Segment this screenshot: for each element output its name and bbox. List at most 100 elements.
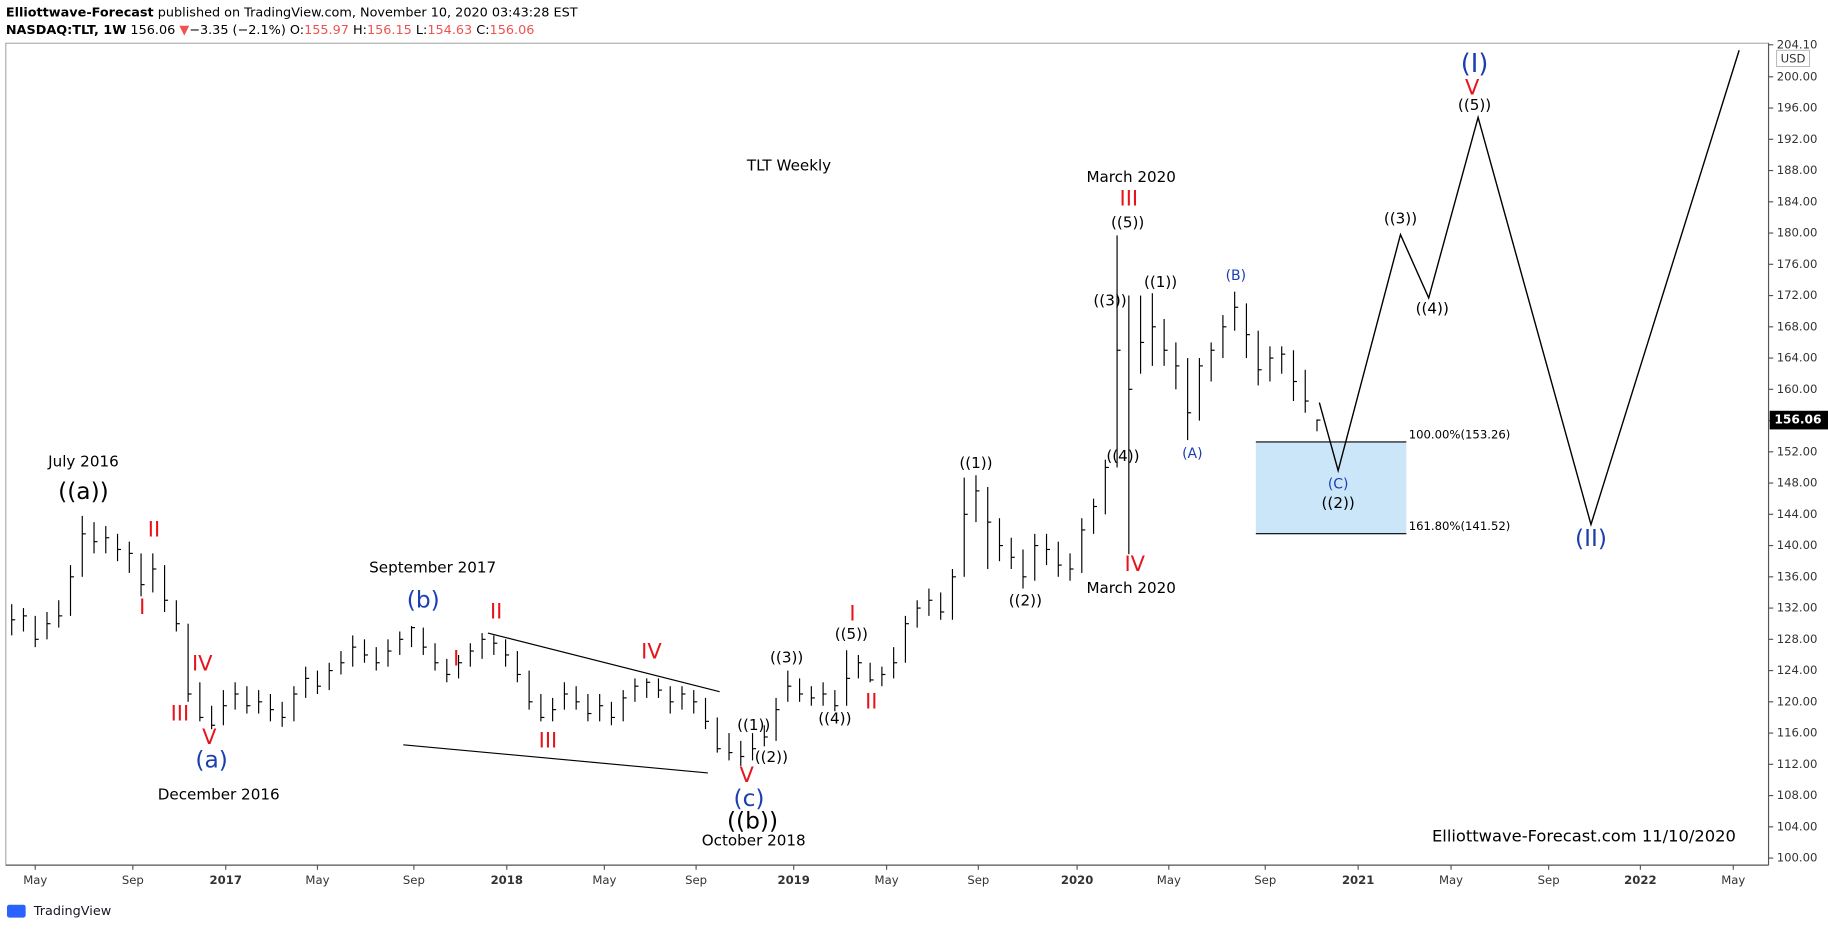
wave-label: (c) (734, 785, 765, 812)
wave-label: ((4)) (1416, 299, 1449, 317)
y-tick-label: 172.00 (1777, 288, 1818, 302)
wave-label: ((2)) (1009, 592, 1042, 610)
x-tick-label: May (1439, 873, 1463, 887)
wave-label: II (148, 518, 160, 542)
y-tick-label: 108.00 (1777, 788, 1818, 802)
wave-label: (I) (1461, 49, 1489, 79)
publisher: Elliottwave-Forecast (6, 5, 154, 20)
x-tick-label: 2020 (1061, 873, 1093, 887)
y-tick-label: 160.00 (1777, 382, 1818, 396)
trendline (403, 744, 708, 774)
currency: USD (1781, 51, 1806, 65)
y-tick-label: 124.00 (1777, 663, 1818, 677)
y-tick-label: 120.00 (1777, 694, 1818, 708)
x-tick-label: Sep (967, 873, 989, 887)
y-tick-label: 204.10 (1777, 37, 1818, 51)
wave-label: (b) (407, 587, 440, 614)
close: 156.06 (490, 23, 535, 38)
last: 156.06 (130, 23, 175, 38)
wave-label: II (865, 690, 877, 714)
wave-label: ((3)) (1093, 292, 1126, 310)
wave-label: (B) (1226, 268, 1246, 284)
x-tick-label: Sep (685, 873, 707, 887)
trendline (487, 632, 720, 693)
wave-label: V (1465, 76, 1480, 100)
wave-label: September 2017 (369, 559, 496, 577)
wave-label: I (453, 647, 459, 671)
l-label: L: (416, 23, 427, 38)
o-label: O: (290, 23, 304, 38)
wave-label: II (490, 600, 502, 624)
y-tick-label: 128.00 (1777, 632, 1818, 646)
y-tick-label: 192.00 (1777, 132, 1818, 146)
wave-label: ((2)) (755, 748, 788, 766)
y-tick-label: 104.00 (1777, 819, 1818, 833)
arrow: ▼ (179, 23, 189, 38)
wave-label: ((5)) (1458, 96, 1491, 114)
low: 154.63 (427, 23, 472, 38)
wave-label: ((1)) (1144, 273, 1177, 291)
wave-label: ((3)) (1384, 209, 1417, 227)
y-tick-label: 180.00 (1777, 226, 1818, 240)
y-tick-label: 164.00 (1777, 351, 1818, 365)
wave-label: TLT Weekly (746, 156, 831, 174)
logo (6, 904, 26, 918)
wave-label: December 2016 (158, 785, 280, 803)
wave-label: ((4)) (818, 710, 851, 728)
wave-label: ((4)) (1106, 447, 1139, 465)
header-line-2: NASDAQ:TLT, 1W 156.06 ▼−3.35 (−2.1%) O:1… (6, 23, 535, 38)
h-label: H: (353, 23, 367, 38)
y-tick-label: 200.00 (1777, 69, 1818, 83)
wave-label: IV (192, 651, 213, 675)
y-tick-label: 168.00 (1777, 319, 1818, 333)
y-tick-label: 188.00 (1777, 163, 1818, 177)
wave-label: March 2020 (1086, 579, 1176, 597)
wave-label: ((2)) (1322, 494, 1355, 512)
last-price-label: 156.06 (1774, 413, 1821, 427)
x-tick-label: May (305, 873, 329, 887)
wave-label: III (539, 729, 558, 753)
x-tick-label: Sep (1254, 873, 1276, 887)
wave-label: Elliottwave-Forecast.com 11/10/2020 (1432, 826, 1736, 845)
wave-label: IV (641, 640, 662, 664)
x-tick-label: 2021 (1342, 873, 1374, 887)
wave-label: I (139, 595, 145, 619)
y-tick-label: 176.00 (1777, 257, 1818, 271)
c-label: C: (476, 23, 489, 38)
currency-box (1776, 49, 1810, 67)
wave-label: March 2020 (1086, 168, 1176, 186)
projection-path (1318, 50, 1740, 527)
wave-label: (a) (195, 747, 227, 774)
fib-zone (1255, 441, 1407, 534)
wave-label: (C) (1328, 477, 1349, 493)
y-tick-label: 100.00 (1777, 851, 1818, 865)
y-tick-label: 112.00 (1777, 757, 1818, 771)
wave-label: ((3)) (770, 649, 803, 667)
wave-label: V (202, 725, 217, 749)
wave-label: (II) (1575, 525, 1607, 552)
brand: TradingView (33, 904, 111, 919)
y-tick-label: 152.00 (1777, 444, 1818, 458)
x-tick-label: May (1157, 873, 1181, 887)
wave-label: I (849, 601, 855, 625)
wave-label: ((b)) (727, 808, 778, 835)
y-tick-label: 184.00 (1777, 194, 1818, 208)
last-price-tag (1769, 410, 1828, 430)
x-tick-label: 2022 (1624, 873, 1656, 887)
x-tick-label: Sep (122, 873, 144, 887)
y-tick-label: 148.00 (1777, 476, 1818, 490)
published: published on TradingView.com, November 1… (158, 5, 578, 20)
wave-label: (A) (1182, 446, 1202, 462)
plot-frame (5, 42, 1770, 866)
y-tick-label: 144.00 (1777, 507, 1818, 521)
x-tick-label: 2017 (210, 873, 242, 887)
x-tick-label: Sep (403, 873, 425, 887)
wave-label: III (171, 701, 190, 725)
wave-label: ((5)) (1111, 213, 1144, 231)
wave-label: October 2018 (702, 831, 806, 849)
x-tick-label: 2019 (777, 873, 809, 887)
wave-label: ((5)) (835, 625, 868, 643)
change: −3.35 (−2.1%) (189, 23, 286, 38)
